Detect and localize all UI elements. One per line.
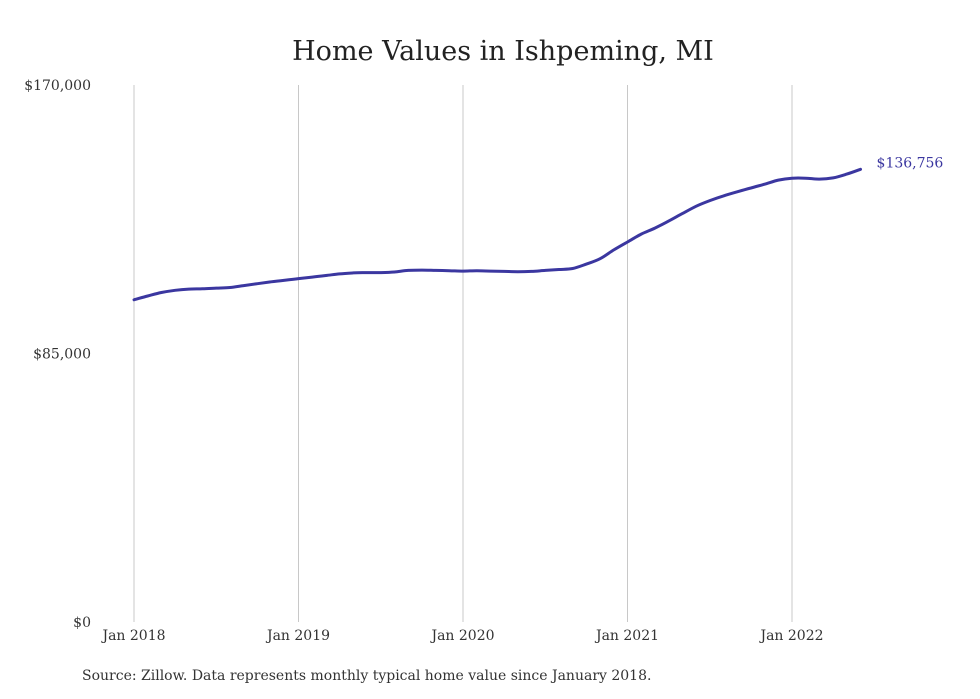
y-axis-ticks: $0 $85,000 $170,000 <box>24 78 91 631</box>
series-layer: $136,756 <box>132 155 944 302</box>
source-note: Source: Zillow. Data represents monthly … <box>82 668 652 684</box>
y-tick-label: $85,000 <box>33 347 91 363</box>
x-axis-ticks: Jan 2018 Jan 2019 Jan 2020 Jan 2021 Jan 2022 <box>100 628 823 644</box>
x-tick-label: Jan 2021 <box>594 628 659 644</box>
series-line-0 <box>132 167 862 302</box>
x-tick-label: Jan 2019 <box>265 628 330 644</box>
end-value-label: $136,756 <box>877 155 944 171</box>
chart-title: Home Values in Ishpeming, MI <box>292 36 714 67</box>
y-tick-label: $170,000 <box>24 78 91 94</box>
x-tick-label: Jan 2020 <box>429 628 494 644</box>
vertical-gridlines <box>133 85 793 622</box>
x-tick-label: Jan 2022 <box>758 628 823 644</box>
x-tick-label: Jan 2018 <box>100 628 165 644</box>
y-tick-label: $0 <box>73 615 91 631</box>
